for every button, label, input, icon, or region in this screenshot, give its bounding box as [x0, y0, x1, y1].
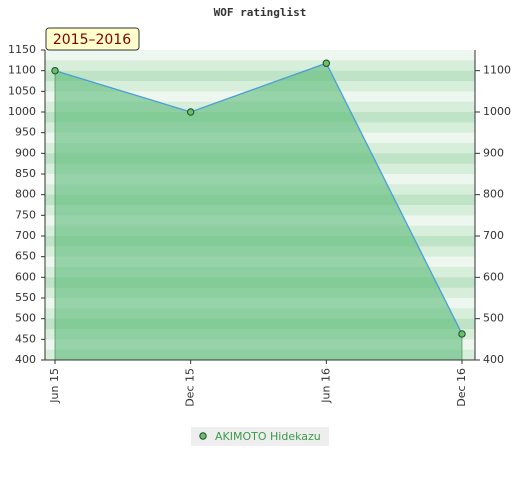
y-tick-label: 850	[15, 167, 36, 180]
y-tick-label: 1100	[8, 64, 36, 77]
y-tick-label: 650	[15, 250, 36, 263]
y2-tick-label: 1000	[483, 105, 511, 118]
y-tick-label: 950	[15, 126, 36, 139]
chart-title: WOF ratinglist	[214, 6, 307, 19]
y2-tick-label: 500	[483, 312, 504, 325]
y-tick-label: 600	[15, 270, 36, 283]
background-stripe	[45, 50, 475, 61]
marker	[322, 59, 331, 67]
annotation-box	[45, 27, 140, 51]
legend: AKIMOTO Hidekazu	[191, 427, 329, 446]
marker	[458, 330, 466, 338]
legend-label: AKIMOTO Hidekazu	[215, 430, 321, 443]
annotation: 2015–2016	[53, 32, 131, 48]
legend-marker	[199, 432, 207, 440]
y-tick-label: 750	[15, 208, 36, 221]
line	[54, 62, 463, 335]
y2-tick-label: 400	[483, 353, 504, 366]
y-tick-label: 550	[15, 291, 36, 304]
marker	[51, 66, 59, 75]
y2-tick-label: 700	[483, 229, 504, 242]
y2-tick-label: 800	[483, 188, 504, 201]
y-tick-label: 1000	[8, 105, 36, 118]
x-tick-label: Dec 15	[184, 368, 197, 407]
background-stripe	[45, 70, 475, 82]
y-tick-label: 1050	[8, 84, 36, 97]
y-tick-label: 400	[15, 353, 36, 366]
y2-tick-label: 900	[483, 146, 504, 159]
legend-box	[191, 427, 329, 446]
y-tick-label: 900	[15, 146, 36, 159]
x-tick-label: Jun 16	[319, 368, 332, 404]
y2-tick-label: 1100	[483, 64, 511, 77]
y-tick-label: 1150	[8, 43, 36, 56]
marker	[186, 108, 195, 116]
y2-tick-label: 600	[483, 270, 504, 283]
x-tick-label: Dec 16	[455, 368, 468, 407]
background-stripe	[45, 60, 475, 72]
y-tick-label: 450	[15, 332, 36, 345]
y-tick-label: 500	[15, 312, 36, 325]
x-tick-label: Jun 15	[48, 368, 61, 404]
y-tick-label: 700	[15, 229, 36, 242]
y-tick-label: 800	[15, 188, 36, 201]
